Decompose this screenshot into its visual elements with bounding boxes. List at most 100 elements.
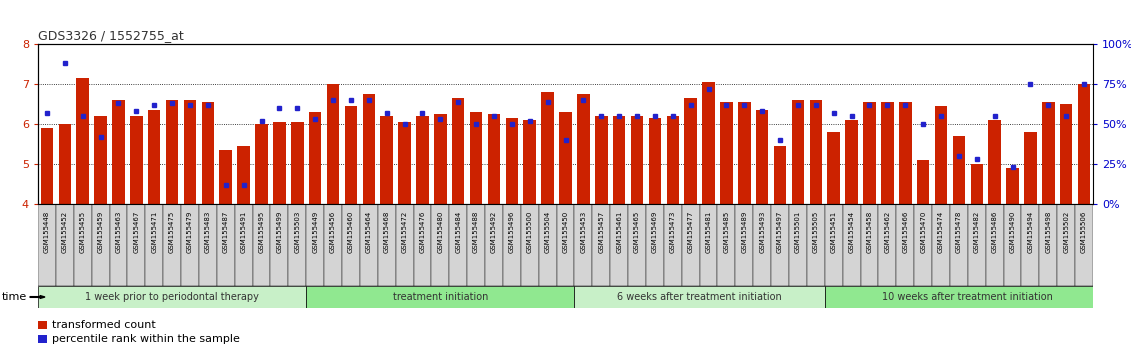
Text: GSM155475: GSM155475 [170,211,175,253]
Text: GSM155494: GSM155494 [1027,211,1034,253]
Bar [398,122,411,204]
Text: GSM155489: GSM155489 [741,211,748,253]
Text: time: time [2,292,27,302]
Bar [631,116,644,204]
Bar [452,98,465,204]
Bar [485,204,503,286]
Bar [934,106,948,204]
Bar [363,94,375,204]
Bar [1042,102,1054,204]
Text: GSM155474: GSM155474 [938,211,944,253]
Text: GSM155481: GSM155481 [706,211,711,253]
Text: GSM155492: GSM155492 [491,211,497,253]
Text: GSM155496: GSM155496 [509,211,515,253]
Text: GSM155493: GSM155493 [759,211,766,253]
Bar [449,204,467,286]
Text: GSM155500: GSM155500 [527,211,533,253]
Text: GSM155469: GSM155469 [651,211,658,253]
Bar [792,100,804,204]
Bar [396,204,414,286]
Bar [145,204,163,286]
Text: GSM155485: GSM155485 [724,211,729,253]
Text: GSM155486: GSM155486 [992,211,998,253]
Bar [1076,204,1093,286]
Text: GSM155478: GSM155478 [956,211,961,253]
Bar [307,286,575,308]
Bar [1003,204,1021,286]
Text: GSM155466: GSM155466 [903,211,908,253]
Bar [932,204,950,286]
Text: GSM155451: GSM155451 [831,211,837,253]
Bar [664,204,682,286]
Bar [92,204,110,286]
Bar [577,94,589,204]
Text: GSM155477: GSM155477 [688,211,693,253]
Text: GSM155484: GSM155484 [455,211,461,253]
Text: GSM155462: GSM155462 [884,211,890,253]
Bar [756,110,768,204]
Bar [148,110,161,204]
Bar [181,204,199,286]
Text: GSM155457: GSM155457 [598,211,604,253]
Bar [717,204,735,286]
Bar [861,204,879,286]
Bar [112,100,124,204]
Bar [74,204,92,286]
Text: GSM155453: GSM155453 [580,211,586,253]
Bar [538,204,556,286]
Text: GSM155495: GSM155495 [259,211,265,253]
Bar [434,114,447,204]
Bar [771,204,789,286]
Bar [166,100,179,204]
Bar [613,116,625,204]
Text: GSM155471: GSM155471 [152,211,157,253]
Text: GSM155455: GSM155455 [79,211,86,253]
Text: GSM155503: GSM155503 [294,211,300,253]
Bar [828,132,840,204]
Bar [274,122,286,204]
Bar [684,98,697,204]
Text: GSM155499: GSM155499 [276,211,283,253]
Text: GSM155467: GSM155467 [133,211,139,253]
Text: GSM155482: GSM155482 [974,211,979,253]
Bar [789,204,806,286]
Text: percentile rank within the sample: percentile rank within the sample [52,334,240,344]
Bar [824,204,843,286]
Bar [163,204,181,286]
Bar [1021,204,1039,286]
Bar [666,116,679,204]
Bar [649,118,662,204]
Bar [774,146,786,204]
Text: 1 week prior to periodontal therapy: 1 week prior to periodontal therapy [85,292,259,302]
Bar [1039,204,1057,286]
Bar [380,116,392,204]
Text: GSM155498: GSM155498 [1045,211,1052,253]
Text: 6 weeks after treatment initiation: 6 weeks after treatment initiation [618,292,782,302]
Text: GSM155468: GSM155468 [383,211,390,253]
Bar [824,286,1111,308]
Bar [270,204,288,286]
Bar [1057,204,1076,286]
Bar [487,114,500,204]
Bar [863,102,875,204]
Bar [739,102,751,204]
Bar [988,120,1001,204]
Bar [806,204,824,286]
Text: GSM155459: GSM155459 [97,211,104,253]
Bar [753,204,771,286]
Text: GSM155501: GSM155501 [795,211,801,253]
Text: GSM155487: GSM155487 [223,211,228,253]
Bar [431,204,449,286]
Text: GSM155473: GSM155473 [670,211,676,253]
Bar [201,102,214,204]
Bar [342,204,360,286]
Bar [595,116,607,204]
Text: GDS3326 / 1552755_at: GDS3326 / 1552755_at [38,29,183,42]
Text: GSM155504: GSM155504 [545,211,551,253]
Bar [950,204,968,286]
Bar [520,204,538,286]
Bar [575,286,824,308]
Bar [256,124,268,204]
Bar [307,204,325,286]
Text: GSM155472: GSM155472 [402,211,407,253]
